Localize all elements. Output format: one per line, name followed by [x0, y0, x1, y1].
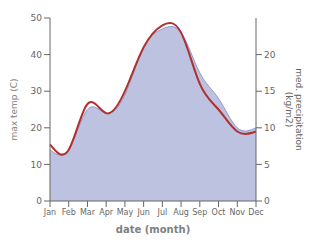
svg-text:May: May — [117, 208, 134, 217]
svg-text:med. precipitation(kg/m2): med. precipitation(kg/m2) — [284, 68, 304, 150]
svg-text:5: 5 — [264, 160, 270, 170]
svg-text:max temp (C): max temp (C) — [9, 78, 19, 140]
svg-text:20: 20 — [264, 50, 276, 60]
svg-text:50: 50 — [31, 13, 43, 23]
svg-text:Feb: Feb — [62, 208, 76, 217]
svg-text:Sep: Sep — [192, 208, 207, 217]
svg-text:0: 0 — [36, 196, 42, 206]
svg-text:Mar: Mar — [80, 208, 96, 217]
svg-text:15: 15 — [264, 86, 275, 96]
svg-text:Aug: Aug — [173, 208, 189, 217]
svg-text:Jan: Jan — [43, 208, 56, 217]
svg-text:40: 40 — [31, 50, 43, 60]
svg-text:10: 10 — [264, 123, 276, 133]
svg-text:Apr: Apr — [99, 208, 114, 217]
svg-text:Dec: Dec — [248, 208, 263, 217]
svg-text:date (month): date (month) — [116, 224, 190, 235]
svg-text:30: 30 — [31, 86, 43, 96]
svg-text:Nov: Nov — [229, 208, 245, 217]
svg-text:20: 20 — [31, 123, 43, 133]
svg-text:Jul: Jul — [157, 208, 168, 217]
svg-text:0: 0 — [264, 196, 270, 206]
svg-text:Jun: Jun — [136, 208, 150, 217]
svg-text:Oct: Oct — [212, 208, 226, 217]
svg-text:10: 10 — [31, 160, 43, 170]
